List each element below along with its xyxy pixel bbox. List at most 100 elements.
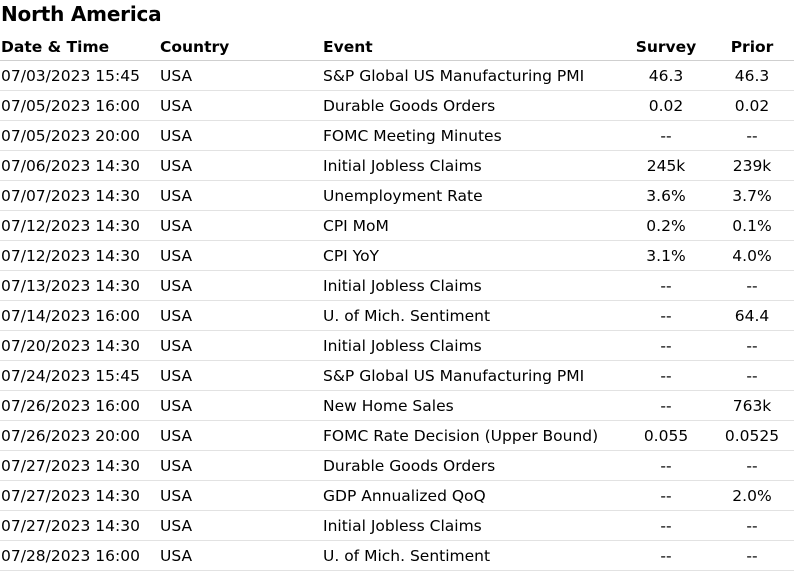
- table-row: 07/27/2023 14:30 USA GDP Annualized QoQ -- 2…: [0, 480, 794, 511]
- cell-country: USA: [159, 300, 322, 331]
- cell-country: USA: [159, 330, 322, 361]
- cell-survey: --: [622, 270, 710, 301]
- column-header-event: Event: [322, 33, 622, 61]
- cell-prior: 0.1%: [710, 210, 794, 241]
- cell-survey: --: [622, 480, 710, 511]
- cell-prior: --: [710, 540, 794, 571]
- cell-event: CPI YoY: [322, 240, 622, 271]
- cell-event: Initial Jobless Claims: [322, 510, 622, 541]
- cell-country: USA: [159, 360, 322, 391]
- cell-event: U. of Mich. Sentiment: [322, 300, 622, 331]
- cell-datetime: 07/07/2023 14:30: [0, 180, 159, 211]
- cell-datetime: 07/27/2023 14:30: [0, 450, 159, 481]
- cell-country: USA: [159, 540, 322, 571]
- cell-datetime: 07/26/2023 16:00: [0, 390, 159, 421]
- cell-datetime: 07/14/2023 16:00: [0, 300, 159, 331]
- table-row: 07/12/2023 14:30 USA CPI YoY 3.1% 4.0%: [0, 240, 794, 271]
- table-row: 07/06/2023 14:30 USA Initial Jobless Claim…: [0, 150, 794, 181]
- table-header-row: Date & Time Country Event Survey Prior: [0, 33, 794, 61]
- cell-event: CPI MoM: [322, 210, 622, 241]
- cell-event: S&P Global US Manufacturing PMI: [322, 60, 622, 91]
- cell-prior: 239k: [710, 150, 794, 181]
- column-header-survey: Survey: [622, 33, 710, 61]
- cell-prior: 64.4: [710, 300, 794, 331]
- cell-prior: 0.0525: [710, 420, 794, 451]
- table-row: 07/12/2023 14:30 USA CPI MoM 0.2% 0.1%: [0, 210, 794, 241]
- cell-survey: --: [622, 510, 710, 541]
- cell-datetime: 07/26/2023 20:00: [0, 420, 159, 451]
- cell-country: USA: [159, 180, 322, 211]
- cell-country: USA: [159, 60, 322, 91]
- cell-prior: 2.0%: [710, 480, 794, 511]
- cell-event: Unemployment Rate: [322, 180, 622, 211]
- cell-survey: --: [622, 540, 710, 571]
- cell-country: USA: [159, 240, 322, 271]
- cell-datetime: 07/20/2023 14:30: [0, 330, 159, 361]
- cell-country: USA: [159, 510, 322, 541]
- cell-country: USA: [159, 480, 322, 511]
- cell-survey: --: [622, 330, 710, 361]
- table-row: 07/13/2023 14:30 USA Initial Jobless Claim…: [0, 270, 794, 301]
- cell-event: Durable Goods Orders: [322, 450, 622, 481]
- cell-country: USA: [159, 210, 322, 241]
- table-row: 07/26/2023 16:00 USA New Home Sales -- 763k: [0, 390, 794, 421]
- cell-country: USA: [159, 270, 322, 301]
- table-row: 07/05/2023 16:00 USA Durable Goods Orders 0…: [0, 90, 794, 121]
- cell-country: USA: [159, 90, 322, 121]
- cell-event: GDP Annualized QoQ: [322, 480, 622, 511]
- cell-datetime: 07/12/2023 14:30: [0, 210, 159, 241]
- column-header-prior: Prior: [710, 33, 794, 61]
- cell-datetime: 07/13/2023 14:30: [0, 270, 159, 301]
- table-row: 07/03/2023 15:45 USA S&P Global US Manufac…: [0, 60, 794, 91]
- cell-event: FOMC Rate Decision (Upper Bound): [322, 420, 622, 451]
- cell-prior: 46.3: [710, 60, 794, 91]
- cell-datetime: 07/24/2023 15:45: [0, 360, 159, 391]
- cell-country: USA: [159, 390, 322, 421]
- table-row: 07/14/2023 16:00 USA U. of Mich. Sentiment…: [0, 300, 794, 331]
- cell-country: USA: [159, 420, 322, 451]
- cell-event: U. of Mich. Sentiment: [322, 540, 622, 571]
- cell-survey: --: [622, 450, 710, 481]
- cell-survey: --: [622, 360, 710, 391]
- table-body: 07/03/2023 15:45 USA S&P Global US Manufac…: [0, 60, 794, 571]
- cell-datetime: 07/03/2023 15:45: [0, 60, 159, 91]
- cell-event: Durable Goods Orders: [322, 90, 622, 121]
- cell-survey: 245k: [622, 150, 710, 181]
- cell-datetime: 07/05/2023 20:00: [0, 120, 159, 151]
- cell-prior: 3.7%: [710, 180, 794, 211]
- cell-survey: 0.055: [622, 420, 710, 451]
- cell-datetime: 07/28/2023 16:00: [0, 540, 159, 571]
- table-row: 07/05/2023 20:00 USA FOMC Meeting Minutes -…: [0, 120, 794, 151]
- column-header-country: Country: [159, 33, 322, 61]
- cell-event: FOMC Meeting Minutes: [322, 120, 622, 151]
- table-row: 07/28/2023 16:00 USA U. of Mich. Sentiment…: [0, 540, 794, 571]
- cell-survey: 46.3: [622, 60, 710, 91]
- cell-country: USA: [159, 120, 322, 151]
- cell-event: Initial Jobless Claims: [322, 330, 622, 361]
- cell-prior: --: [710, 330, 794, 361]
- cell-event: Initial Jobless Claims: [322, 150, 622, 181]
- economic-calendar-table: Date & Time Country Event Survey Prior 0…: [0, 33, 794, 571]
- cell-datetime: 07/27/2023 14:30: [0, 510, 159, 541]
- table-row: 07/27/2023 14:30 USA Durable Goods Orders -…: [0, 450, 794, 481]
- cell-survey: 0.2%: [622, 210, 710, 241]
- cell-event: New Home Sales: [322, 390, 622, 421]
- cell-prior: --: [710, 360, 794, 391]
- cell-event: S&P Global US Manufacturing PMI: [322, 360, 622, 391]
- cell-prior: --: [710, 120, 794, 151]
- cell-prior: 4.0%: [710, 240, 794, 271]
- cell-prior: 763k: [710, 390, 794, 421]
- column-header-datetime: Date & Time: [0, 33, 159, 61]
- cell-prior: --: [710, 270, 794, 301]
- cell-survey: --: [622, 120, 710, 151]
- table-row: 07/24/2023 15:45 USA S&P Global US Manufac…: [0, 360, 794, 391]
- section-title: North America: [1, 2, 162, 26]
- cell-event: Initial Jobless Claims: [322, 270, 622, 301]
- cell-survey: --: [622, 300, 710, 331]
- cell-datetime: 07/12/2023 14:30: [0, 240, 159, 271]
- table-row: 07/07/2023 14:30 USA Unemployment Rate 3.6%…: [0, 180, 794, 211]
- cell-prior: 0.02: [710, 90, 794, 121]
- cell-survey: 3.6%: [622, 180, 710, 211]
- cell-prior: --: [710, 450, 794, 481]
- cell-datetime: 07/05/2023 16:00: [0, 90, 159, 121]
